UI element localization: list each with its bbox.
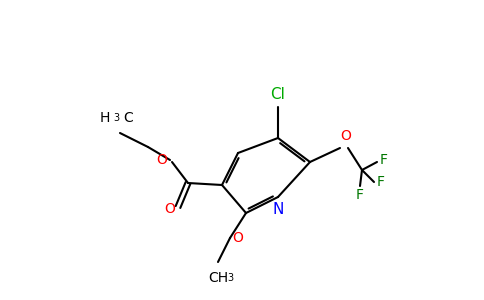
Text: O: O [165,202,175,216]
Text: CH: CH [208,271,228,285]
Text: H: H [100,111,110,125]
Text: Cl: Cl [271,87,286,102]
Text: N: N [272,202,284,217]
Text: O: O [156,153,167,167]
Text: F: F [356,188,364,202]
Text: O: O [340,129,351,143]
Text: 3: 3 [227,273,233,283]
Text: 3: 3 [113,113,119,123]
Text: F: F [380,153,388,167]
Text: O: O [232,231,243,245]
Text: F: F [377,175,385,189]
Text: C: C [123,111,133,125]
